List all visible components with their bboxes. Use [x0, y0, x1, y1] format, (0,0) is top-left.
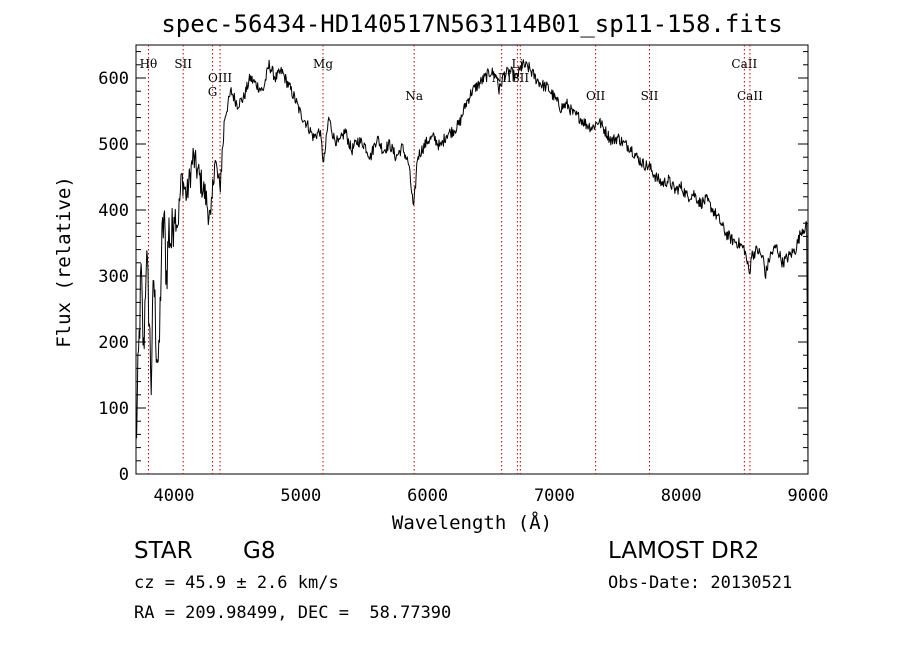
spectral-line-label: OII	[586, 89, 606, 103]
spectral-line-label: Mg	[313, 57, 333, 71]
spectral-line-label: Li	[511, 57, 523, 71]
x-tick-label: 6000	[407, 486, 448, 506]
spectral-line-label: Na	[405, 89, 423, 103]
y-tick-label: 400	[98, 201, 129, 221]
spectral-line-label: CaII	[731, 57, 757, 71]
spectral-line-label: OIII	[208, 71, 232, 85]
plot-area: 4000 5000 6000 7000 8000 9000 0 100 200 300 400 500…	[98, 44, 829, 506]
spectral-line-label: G	[208, 85, 218, 99]
y-tick-label: 500	[98, 135, 129, 155]
spectral-line-label: CaII	[737, 89, 763, 103]
x-tick-label: 4000	[154, 486, 195, 506]
plot-frame	[135, 44, 809, 475]
spectral-line-label: SII	[641, 89, 659, 103]
object-subclass: G8	[243, 538, 276, 564]
x-tick-label: 7000	[534, 486, 575, 506]
x-tick-label: 8000	[661, 486, 702, 506]
coordinates: RA = 209.98499, DEC = 58.77390	[134, 603, 452, 623]
survey-label: LAMOST DR2	[608, 538, 760, 564]
spectral-line-label: Hθ	[140, 57, 158, 71]
y-tick-label: 600	[98, 69, 129, 89]
redshift-velocity: cz = 45.9 ± 2.6 km/s	[134, 573, 339, 593]
y-tick-label: 0	[119, 465, 129, 485]
spectrum-series-line	[135, 59, 809, 468]
chart-title: spec-56434-HD140517N563114B01_sp11-158.f…	[161, 10, 782, 38]
spectral-line-label: SII	[174, 57, 192, 71]
object-class: STAR	[134, 538, 193, 564]
y-tick-label: 100	[98, 399, 129, 419]
x-axis-label: Wavelength (Å)	[392, 511, 552, 534]
y-axis-label: Flux (relative)	[53, 176, 75, 348]
spectral-line-label: NII	[492, 71, 512, 85]
observation-date: Obs-Date: 20130521	[608, 573, 793, 593]
y-tick-label: 200	[98, 333, 129, 353]
x-tick-label: 9000	[788, 486, 829, 506]
y-tick-label: 300	[98, 267, 129, 287]
x-tick-label: 5000	[280, 486, 321, 506]
